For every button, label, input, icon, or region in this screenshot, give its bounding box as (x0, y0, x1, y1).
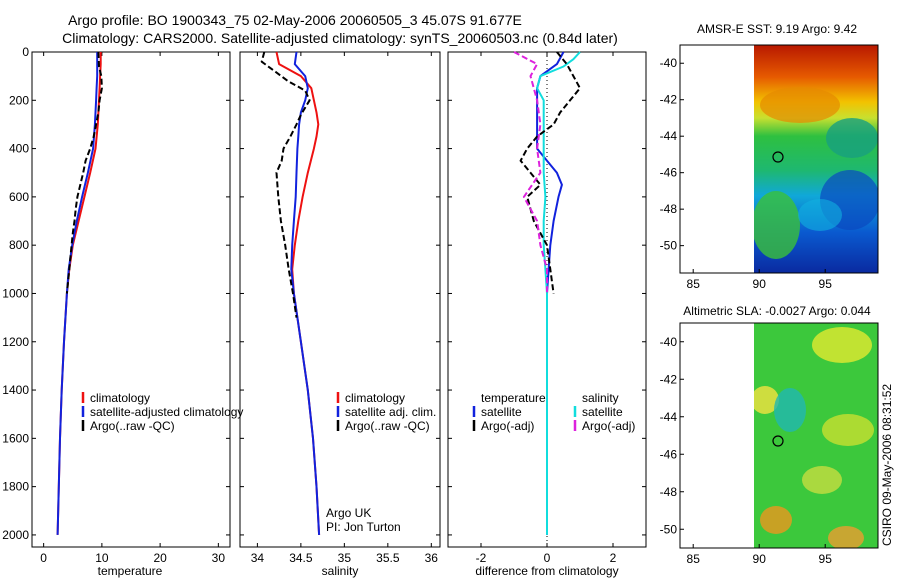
difference-legend: temperature satellite Argo(-adj) salinit… (472, 391, 635, 433)
sla-yellow-patch (802, 466, 842, 494)
legend-label-satellite: satellite-adjusted climatology (90, 405, 243, 419)
series-line-argo-raw-qc (260, 51, 311, 318)
map-x-tick-label: 95 (819, 552, 833, 566)
map-x-tick-label: 85 (687, 552, 701, 566)
map-y-tick-label: -50 (660, 522, 678, 536)
series-line-salinity-argo-adj (513, 51, 548, 294)
x-tick-label: 34 (251, 551, 265, 565)
temperature-legend: climatology satellite-adjusted climatolo… (81, 391, 243, 433)
y-tick-label: 1600 (2, 431, 29, 445)
sla-orange-patch (760, 506, 792, 534)
series-line-argo-raw-qc (65, 51, 103, 294)
salinity-xlabel: salinity (322, 564, 359, 578)
map-y-tick-label: -40 (660, 56, 678, 70)
sla-map: 85 90 95 -40 -42 -44 -46 -48 -50 (660, 322, 879, 566)
sla-yellow-patch (812, 327, 872, 363)
y-tick-label: 600 (9, 190, 29, 204)
temperature-plot-frame (31, 51, 231, 548)
y-tick-label: 1200 (2, 335, 29, 349)
float-owner-label: Argo UK (326, 506, 371, 520)
sst-green-tongue (754, 191, 800, 259)
y-tick-label: 1000 (2, 286, 29, 300)
legend-heading-temperature: temperature (481, 391, 546, 405)
legend-label-salinity-argo: Argo(-adj) (582, 419, 635, 433)
side-stamp: CSIRO 09-May-2006 08:31:52 (880, 384, 894, 546)
sla-map-title: Altimetric SLA: -0.0027 Argo: 0.044 (683, 304, 871, 318)
sla-cyan-patch (774, 388, 806, 432)
map-y-tick-label: -44 (660, 129, 678, 143)
difference-xlabel: difference from climatology (475, 564, 618, 578)
legend-label-salinity-satellite: satellite (582, 405, 623, 419)
map-y-tick-label: -40 (660, 335, 678, 349)
legend-label-temperature-argo: Argo(-adj) (481, 419, 534, 433)
series-line-satellite-adjusted-climatology (56, 52, 99, 535)
x-tick-label: 36 (425, 551, 439, 565)
x-tick-label: -2 (476, 551, 487, 565)
x-tick-label: 0 (544, 551, 551, 565)
x-tick-label: 35.5 (376, 551, 400, 565)
y-tick-label: 2000 (2, 528, 29, 542)
map-x-tick-label: 85 (687, 277, 701, 291)
map-y-tick-label: -42 (660, 93, 678, 107)
y-tick-label: 0 (22, 45, 29, 59)
x-tick-label: 20 (153, 551, 167, 565)
difference-plot: -2 0 2 (448, 51, 646, 565)
series-line-salinity-satellite (536, 51, 581, 535)
legend-label-satellite: satellite adj. clim. (345, 405, 436, 419)
legend-label-argo: Argo(..raw -QC) (345, 419, 430, 433)
legend-label-temperature-satellite: satellite (481, 405, 522, 419)
y-tick-label: 200 (9, 93, 29, 107)
sla-map-axes: 85 90 95 -40 -42 -44 -46 -48 -50 (660, 335, 833, 566)
legend-label-climatology: climatology (90, 391, 150, 405)
legend-label-argo: Argo(..raw -QC) (90, 419, 175, 433)
map-x-tick-label: 95 (819, 277, 833, 291)
sst-warm-patch (760, 87, 840, 123)
legend-heading-salinity: salinity (582, 391, 619, 405)
map-y-tick-label: -50 (660, 239, 678, 253)
sla-orange-patch (828, 526, 864, 548)
x-tick-label: 30 (212, 551, 226, 565)
salinity-plot: 34 34.5 35 35.5 36 (240, 51, 440, 565)
salinity-plot-frame (239, 51, 441, 548)
sla-yellow-patch (754, 386, 779, 414)
y-tick-label: 1800 (2, 480, 29, 494)
temperature-xlabel: temperature (98, 564, 163, 578)
map-y-tick-label: -48 (660, 485, 678, 499)
temperature-plot: 0 10 20 30 0 200 400 600 800 1000 1200 1400 1600 1800… (2, 45, 230, 565)
y-tick-label: 1400 (2, 383, 29, 397)
sst-map: 85 90 95 -40 -42 -44 -46 -48 -50 (660, 44, 879, 291)
sst-map-border (679, 44, 879, 274)
x-tick-label: 35 (338, 551, 352, 565)
legend-label-climatology: climatology (345, 391, 405, 405)
x-tick-label: 10 (95, 551, 109, 565)
sla-map-border (679, 322, 879, 549)
map-y-tick-label: -42 (660, 372, 678, 386)
sst-front-patch (826, 118, 878, 158)
figure-title-line1: Argo profile: BO 1900343_75 02-May-2006 … (68, 12, 522, 28)
sst-map-axes: 85 90 95 -40 -42 -44 -46 -48 -50 (660, 56, 833, 291)
x-tick-label: 0 (40, 551, 47, 565)
map-y-tick-label: -48 (660, 202, 678, 216)
map-y-tick-label: -46 (660, 166, 678, 180)
series-line-satellite-adj-clim (290, 51, 321, 535)
map-y-tick-label: -46 (660, 447, 678, 461)
x-tick-label: 34.5 (289, 551, 313, 565)
y-tick-label: 400 (9, 142, 29, 156)
salinity-legend: climatology satellite adj. clim. Argo(..… (336, 391, 436, 433)
sst-map-title: AMSR-E SST: 9.19 Argo: 9.42 (697, 22, 857, 36)
sst-argo-marker (772, 151, 784, 163)
x-tick-label: 2 (610, 551, 617, 565)
figure-title-line2: Climatology: CARS2000. Satellite-adjuste… (62, 30, 618, 46)
sla-argo-marker (772, 435, 784, 447)
sla-yellow-patch (822, 414, 874, 446)
map-y-tick-label: -44 (660, 410, 678, 424)
float-pi-label: PI: Jon Turton (326, 520, 401, 534)
map-x-tick-label: 90 (753, 552, 767, 566)
y-tick-label: 800 (9, 238, 29, 252)
map-x-tick-label: 90 (753, 277, 767, 291)
sst-cyan-patch (798, 199, 842, 231)
